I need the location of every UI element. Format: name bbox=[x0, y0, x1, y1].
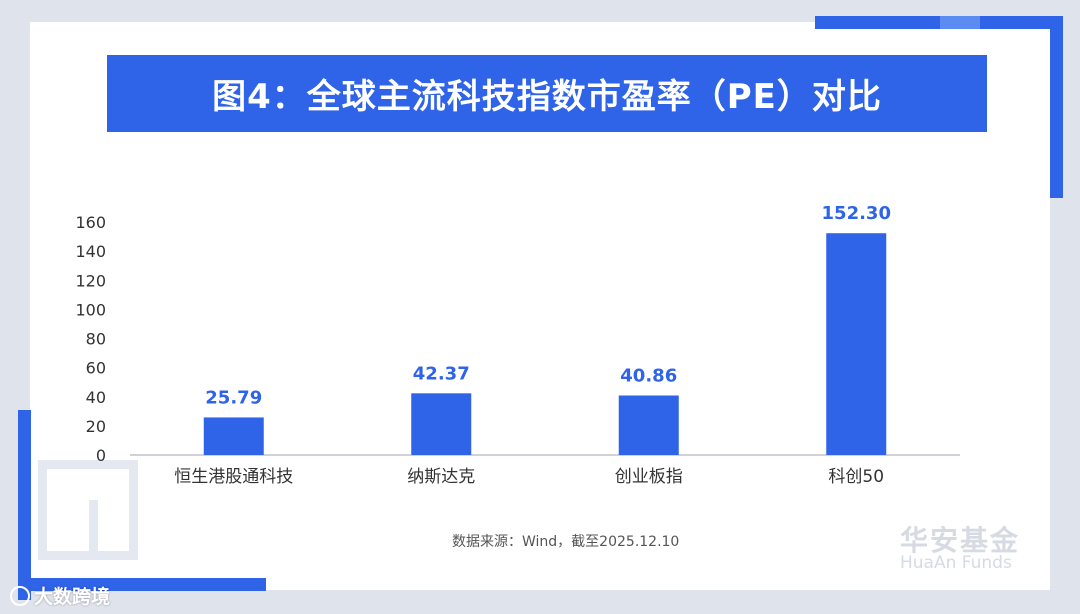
data-label: 152.30 bbox=[822, 203, 891, 224]
data-label: 40.86 bbox=[620, 365, 677, 386]
decor-top-bar-accent bbox=[940, 16, 980, 29]
logo-en: HuaAn Funds bbox=[900, 553, 1012, 573]
decor-right-bar bbox=[1050, 16, 1063, 198]
x-tick-label: 科创50 bbox=[828, 467, 884, 487]
logo-cn: 华安基金 bbox=[900, 524, 1021, 557]
x-tick-label: 创业板指 bbox=[615, 467, 683, 487]
bar bbox=[618, 395, 679, 455]
decor-bottom-bar bbox=[18, 578, 266, 591]
bar bbox=[411, 393, 472, 455]
bar bbox=[203, 417, 264, 455]
watermark-text: 大数跨境 bbox=[34, 586, 111, 608]
y-tick-label: 160 bbox=[75, 213, 106, 232]
decor-left-bar bbox=[18, 410, 31, 600]
data-label: 42.37 bbox=[413, 363, 470, 384]
source-note: 数据来源：Wind，截至2025.12.10 bbox=[452, 534, 680, 550]
y-tick-label: 140 bbox=[75, 242, 106, 261]
y-tick-label: 100 bbox=[75, 300, 106, 319]
chart-title: 图4：全球主流科技指数市盈率（PE）对比 bbox=[107, 55, 987, 132]
x-tick-label: 纳斯达克 bbox=[407, 467, 475, 487]
y-tick-label: 120 bbox=[75, 271, 106, 290]
decor-top-bar bbox=[815, 16, 1061, 29]
data-label: 25.79 bbox=[205, 387, 262, 408]
x-tick-label: 恒生港股通科技 bbox=[174, 467, 293, 487]
decor-frame bbox=[38, 460, 138, 560]
y-tick-label: 20 bbox=[86, 417, 106, 436]
y-tick-label: 40 bbox=[86, 388, 106, 407]
y-tick-label: 60 bbox=[86, 359, 106, 378]
watermark-icon bbox=[10, 585, 30, 606]
y-tick-label: 0 bbox=[96, 446, 106, 465]
bar bbox=[826, 233, 887, 455]
y-tick-label: 80 bbox=[86, 330, 106, 349]
watermark: 大数跨境 bbox=[10, 582, 110, 609]
decor-frame-inner bbox=[38, 500, 98, 560]
